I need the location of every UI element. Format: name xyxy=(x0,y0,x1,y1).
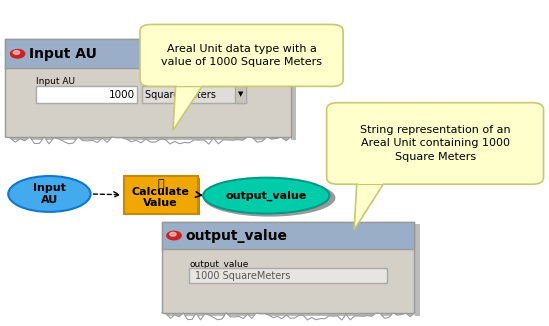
FancyBboxPatch shape xyxy=(5,39,291,68)
FancyBboxPatch shape xyxy=(5,39,291,137)
Text: output_value: output_value xyxy=(226,190,307,201)
FancyBboxPatch shape xyxy=(8,42,296,140)
FancyBboxPatch shape xyxy=(126,178,200,215)
Polygon shape xyxy=(272,39,291,65)
Text: 1000 SquareMeters: 1000 SquareMeters xyxy=(195,271,290,281)
Ellipse shape xyxy=(203,178,329,214)
Text: 1000: 1000 xyxy=(108,90,135,99)
Text: Calculate
Value: Calculate Value xyxy=(132,186,189,208)
Text: output_value: output_value xyxy=(189,259,249,269)
Circle shape xyxy=(167,231,181,240)
Text: String representation of an
Areal Unit containing 1000
Square Meters: String representation of an Areal Unit c… xyxy=(360,125,511,162)
Ellipse shape xyxy=(8,176,91,212)
FancyBboxPatch shape xyxy=(162,222,414,249)
FancyBboxPatch shape xyxy=(36,86,137,103)
Text: ▼: ▼ xyxy=(238,92,243,97)
Polygon shape xyxy=(358,182,383,184)
Text: 🔧: 🔧 xyxy=(157,179,164,189)
FancyBboxPatch shape xyxy=(189,268,387,283)
Polygon shape xyxy=(162,312,414,326)
Polygon shape xyxy=(177,84,202,86)
Circle shape xyxy=(170,232,176,236)
FancyBboxPatch shape xyxy=(165,224,420,316)
Text: output_value: output_value xyxy=(185,229,287,243)
Polygon shape xyxy=(173,85,203,130)
Text: Input
AU: Input AU xyxy=(33,183,66,205)
FancyBboxPatch shape xyxy=(235,86,246,103)
Text: Square Meters: Square Meters xyxy=(145,90,216,99)
Polygon shape xyxy=(354,183,384,230)
Polygon shape xyxy=(5,136,291,150)
Text: Areal Unit data type with a
value of 1000 Square Meters: Areal Unit data type with a value of 100… xyxy=(161,44,322,67)
FancyBboxPatch shape xyxy=(162,222,414,313)
FancyBboxPatch shape xyxy=(140,24,343,86)
FancyBboxPatch shape xyxy=(124,176,198,214)
Text: Input AU: Input AU xyxy=(29,47,97,61)
Circle shape xyxy=(10,50,25,58)
Ellipse shape xyxy=(204,179,335,217)
Text: Input AU: Input AU xyxy=(36,77,75,86)
FancyBboxPatch shape xyxy=(142,86,246,103)
FancyBboxPatch shape xyxy=(327,103,544,184)
Circle shape xyxy=(13,51,20,54)
